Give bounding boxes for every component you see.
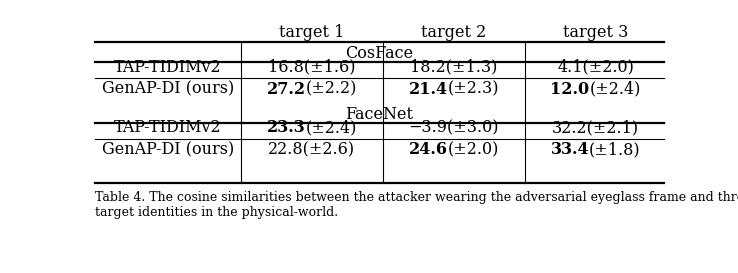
- Text: Table 4. The cosine similarities between the attacker wearing the adversarial ey: Table 4. The cosine similarities between…: [95, 191, 738, 219]
- Text: 16.8(±1.6): 16.8(±1.6): [268, 59, 356, 76]
- Text: (±1.8): (±1.8): [589, 141, 641, 158]
- Text: (±2.3): (±2.3): [447, 81, 499, 98]
- Text: 21.4: 21.4: [408, 81, 447, 98]
- Text: 12.0: 12.0: [551, 81, 590, 98]
- Text: GenAP-DI (ours): GenAP-DI (ours): [102, 141, 234, 158]
- Text: 22.8(±2.6): 22.8(±2.6): [269, 141, 356, 158]
- Text: 23.3: 23.3: [267, 119, 306, 136]
- Text: target 3: target 3: [563, 24, 628, 41]
- Text: TAP-TIDIMv2: TAP-TIDIMv2: [114, 119, 222, 136]
- Text: target 1: target 1: [279, 24, 345, 41]
- Text: GenAP-DI (ours): GenAP-DI (ours): [102, 81, 234, 98]
- Text: target 2: target 2: [421, 24, 486, 41]
- Text: 24.6: 24.6: [409, 141, 447, 158]
- Text: 4.1(±2.0): 4.1(±2.0): [557, 59, 634, 76]
- Text: −3.9(±3.0): −3.9(±3.0): [408, 119, 499, 136]
- Text: (±2.4): (±2.4): [590, 81, 641, 98]
- Text: FaceNet: FaceNet: [345, 106, 413, 123]
- Text: 32.2(±2.1): 32.2(±2.1): [552, 119, 639, 136]
- Text: CosFace: CosFace: [345, 45, 413, 63]
- Text: 18.2(±1.3): 18.2(±1.3): [410, 59, 497, 76]
- Text: 33.4: 33.4: [551, 141, 589, 158]
- Text: (±2.2): (±2.2): [306, 81, 357, 98]
- Text: (±2.4): (±2.4): [306, 119, 357, 136]
- Text: 27.2: 27.2: [266, 81, 306, 98]
- Text: (±2.0): (±2.0): [447, 141, 499, 158]
- Text: TAP-TIDIMv2: TAP-TIDIMv2: [114, 59, 222, 76]
